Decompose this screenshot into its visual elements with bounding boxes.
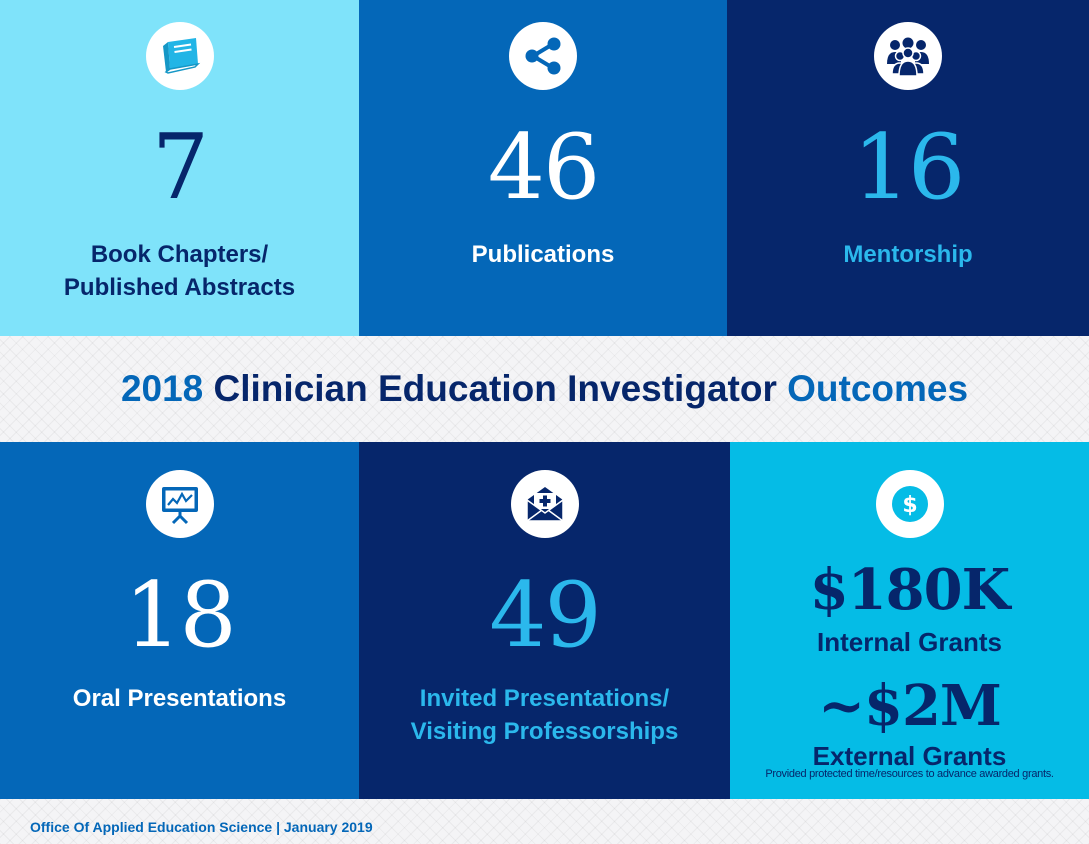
mentorship-label-line1: Mentorship xyxy=(843,241,973,268)
title-band: 2018 Clinician Education Investigator Ou… xyxy=(0,336,1089,442)
dollar-icon: $ xyxy=(891,486,928,522)
tile-invited-presentations: 49 Invited Presentations/ Visiting Profe… xyxy=(359,442,730,799)
share-icon-circle xyxy=(509,22,577,90)
external-grants-value: ~$2M xyxy=(818,673,1002,739)
group-icon-circle xyxy=(874,22,942,90)
tile-publications: 46 Publications xyxy=(359,0,727,336)
book-chapters-label-line2: Published Abstracts xyxy=(63,274,296,301)
group-icon xyxy=(887,37,929,76)
book-chapters-label-line1: Book Chapters/ xyxy=(90,241,269,268)
publications-label-line1: Publications xyxy=(471,241,615,268)
medical-envelope-icon xyxy=(525,487,564,522)
invited-presentations-label: Invited Presentations/ Visiting Professo… xyxy=(359,682,730,748)
svg-text:$: $ xyxy=(902,493,917,518)
invited-presentations-label-line2: Visiting Professorships xyxy=(410,718,679,745)
presentation-board-icon xyxy=(161,487,198,525)
mentorship-count: 16 xyxy=(852,115,966,220)
share-icon xyxy=(525,37,561,75)
tile-grants: $ $180K Internal Grants ~$2M External Gr… xyxy=(730,442,1089,799)
envelope-icon-circle xyxy=(510,470,579,538)
internal-grants-value: $180K xyxy=(809,557,1011,623)
external-grants-label: External Grants xyxy=(812,741,1007,771)
internal-grants-label: Internal Grants xyxy=(817,627,1002,657)
invited-presentations-label-line1: Invited Presentations/ xyxy=(419,685,670,712)
book-chapters-count: 7 xyxy=(151,115,209,220)
footer-text: Office Of Applied Education Science | Ja… xyxy=(30,819,373,835)
dollar-icon-circle: $ xyxy=(875,470,944,538)
mentorship-label: Mentorship xyxy=(727,238,1089,271)
presentation-icon-circle xyxy=(145,470,214,538)
publications-count: 46 xyxy=(487,115,601,220)
title-end: Outcomes xyxy=(787,368,969,409)
title-middle: Clinician Education Investigator xyxy=(213,368,777,409)
book-icon-circle xyxy=(145,22,214,90)
oral-presentations-count: 18 xyxy=(124,563,237,668)
book-icon xyxy=(162,38,200,74)
grants-note: Provided protected time/resources to adv… xyxy=(765,768,1054,780)
book-chapters-label: Book Chapters/ Published Abstracts xyxy=(0,238,359,304)
page-title: 2018 Clinician Education Investigator Ou… xyxy=(121,368,968,410)
tile-mentorship: 16 Mentorship xyxy=(727,0,1089,336)
tile-book-chapters: 7 Book Chapters/ Published Abstracts xyxy=(0,0,359,336)
oral-presentations-label: Oral Presentations xyxy=(0,682,359,715)
title-year: 2018 xyxy=(120,368,204,409)
invited-presentations-count: 49 xyxy=(489,563,602,668)
oral-presentations-label-line1: Oral Presentations xyxy=(72,685,287,712)
publications-label: Publications xyxy=(359,238,727,271)
tile-oral-presentations: 18 Oral Presentations xyxy=(0,442,359,799)
footer: Office Of Applied Education Science | Ja… xyxy=(0,799,1089,844)
